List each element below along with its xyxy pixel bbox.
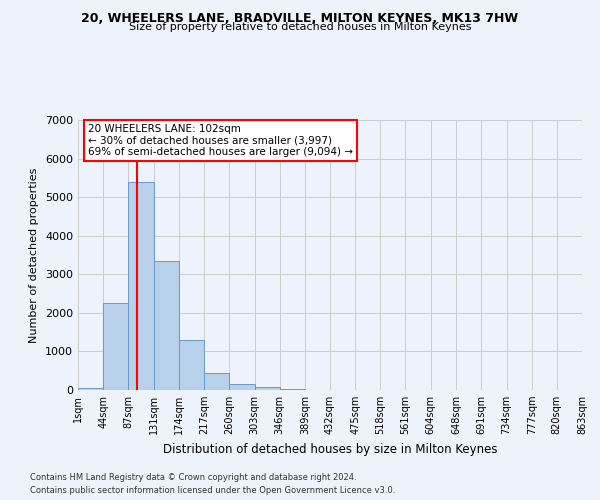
Bar: [280, 389, 305, 390]
Bar: [154, 261, 179, 390]
Bar: [78, 388, 103, 390]
Y-axis label: Number of detached properties: Number of detached properties: [29, 168, 40, 342]
Bar: [254, 387, 280, 390]
Text: Contains HM Land Registry data © Crown copyright and database right 2024.: Contains HM Land Registry data © Crown c…: [30, 474, 356, 482]
Text: Size of property relative to detached houses in Milton Keynes: Size of property relative to detached ho…: [129, 22, 471, 32]
Bar: [128, 182, 154, 390]
Bar: [204, 374, 229, 390]
Text: 20 WHEELERS LANE: 102sqm
← 30% of detached houses are smaller (3,997)
69% of sem: 20 WHEELERS LANE: 102sqm ← 30% of detach…: [88, 124, 353, 157]
X-axis label: Distribution of detached houses by size in Milton Keynes: Distribution of detached houses by size …: [163, 442, 497, 456]
Text: Contains public sector information licensed under the Open Government Licence v3: Contains public sector information licen…: [30, 486, 395, 495]
Bar: [103, 303, 128, 390]
Text: 20, WHEELERS LANE, BRADVILLE, MILTON KEYNES, MK13 7HW: 20, WHEELERS LANE, BRADVILLE, MILTON KEY…: [82, 12, 518, 26]
Bar: [179, 340, 204, 390]
Bar: [229, 384, 254, 390]
